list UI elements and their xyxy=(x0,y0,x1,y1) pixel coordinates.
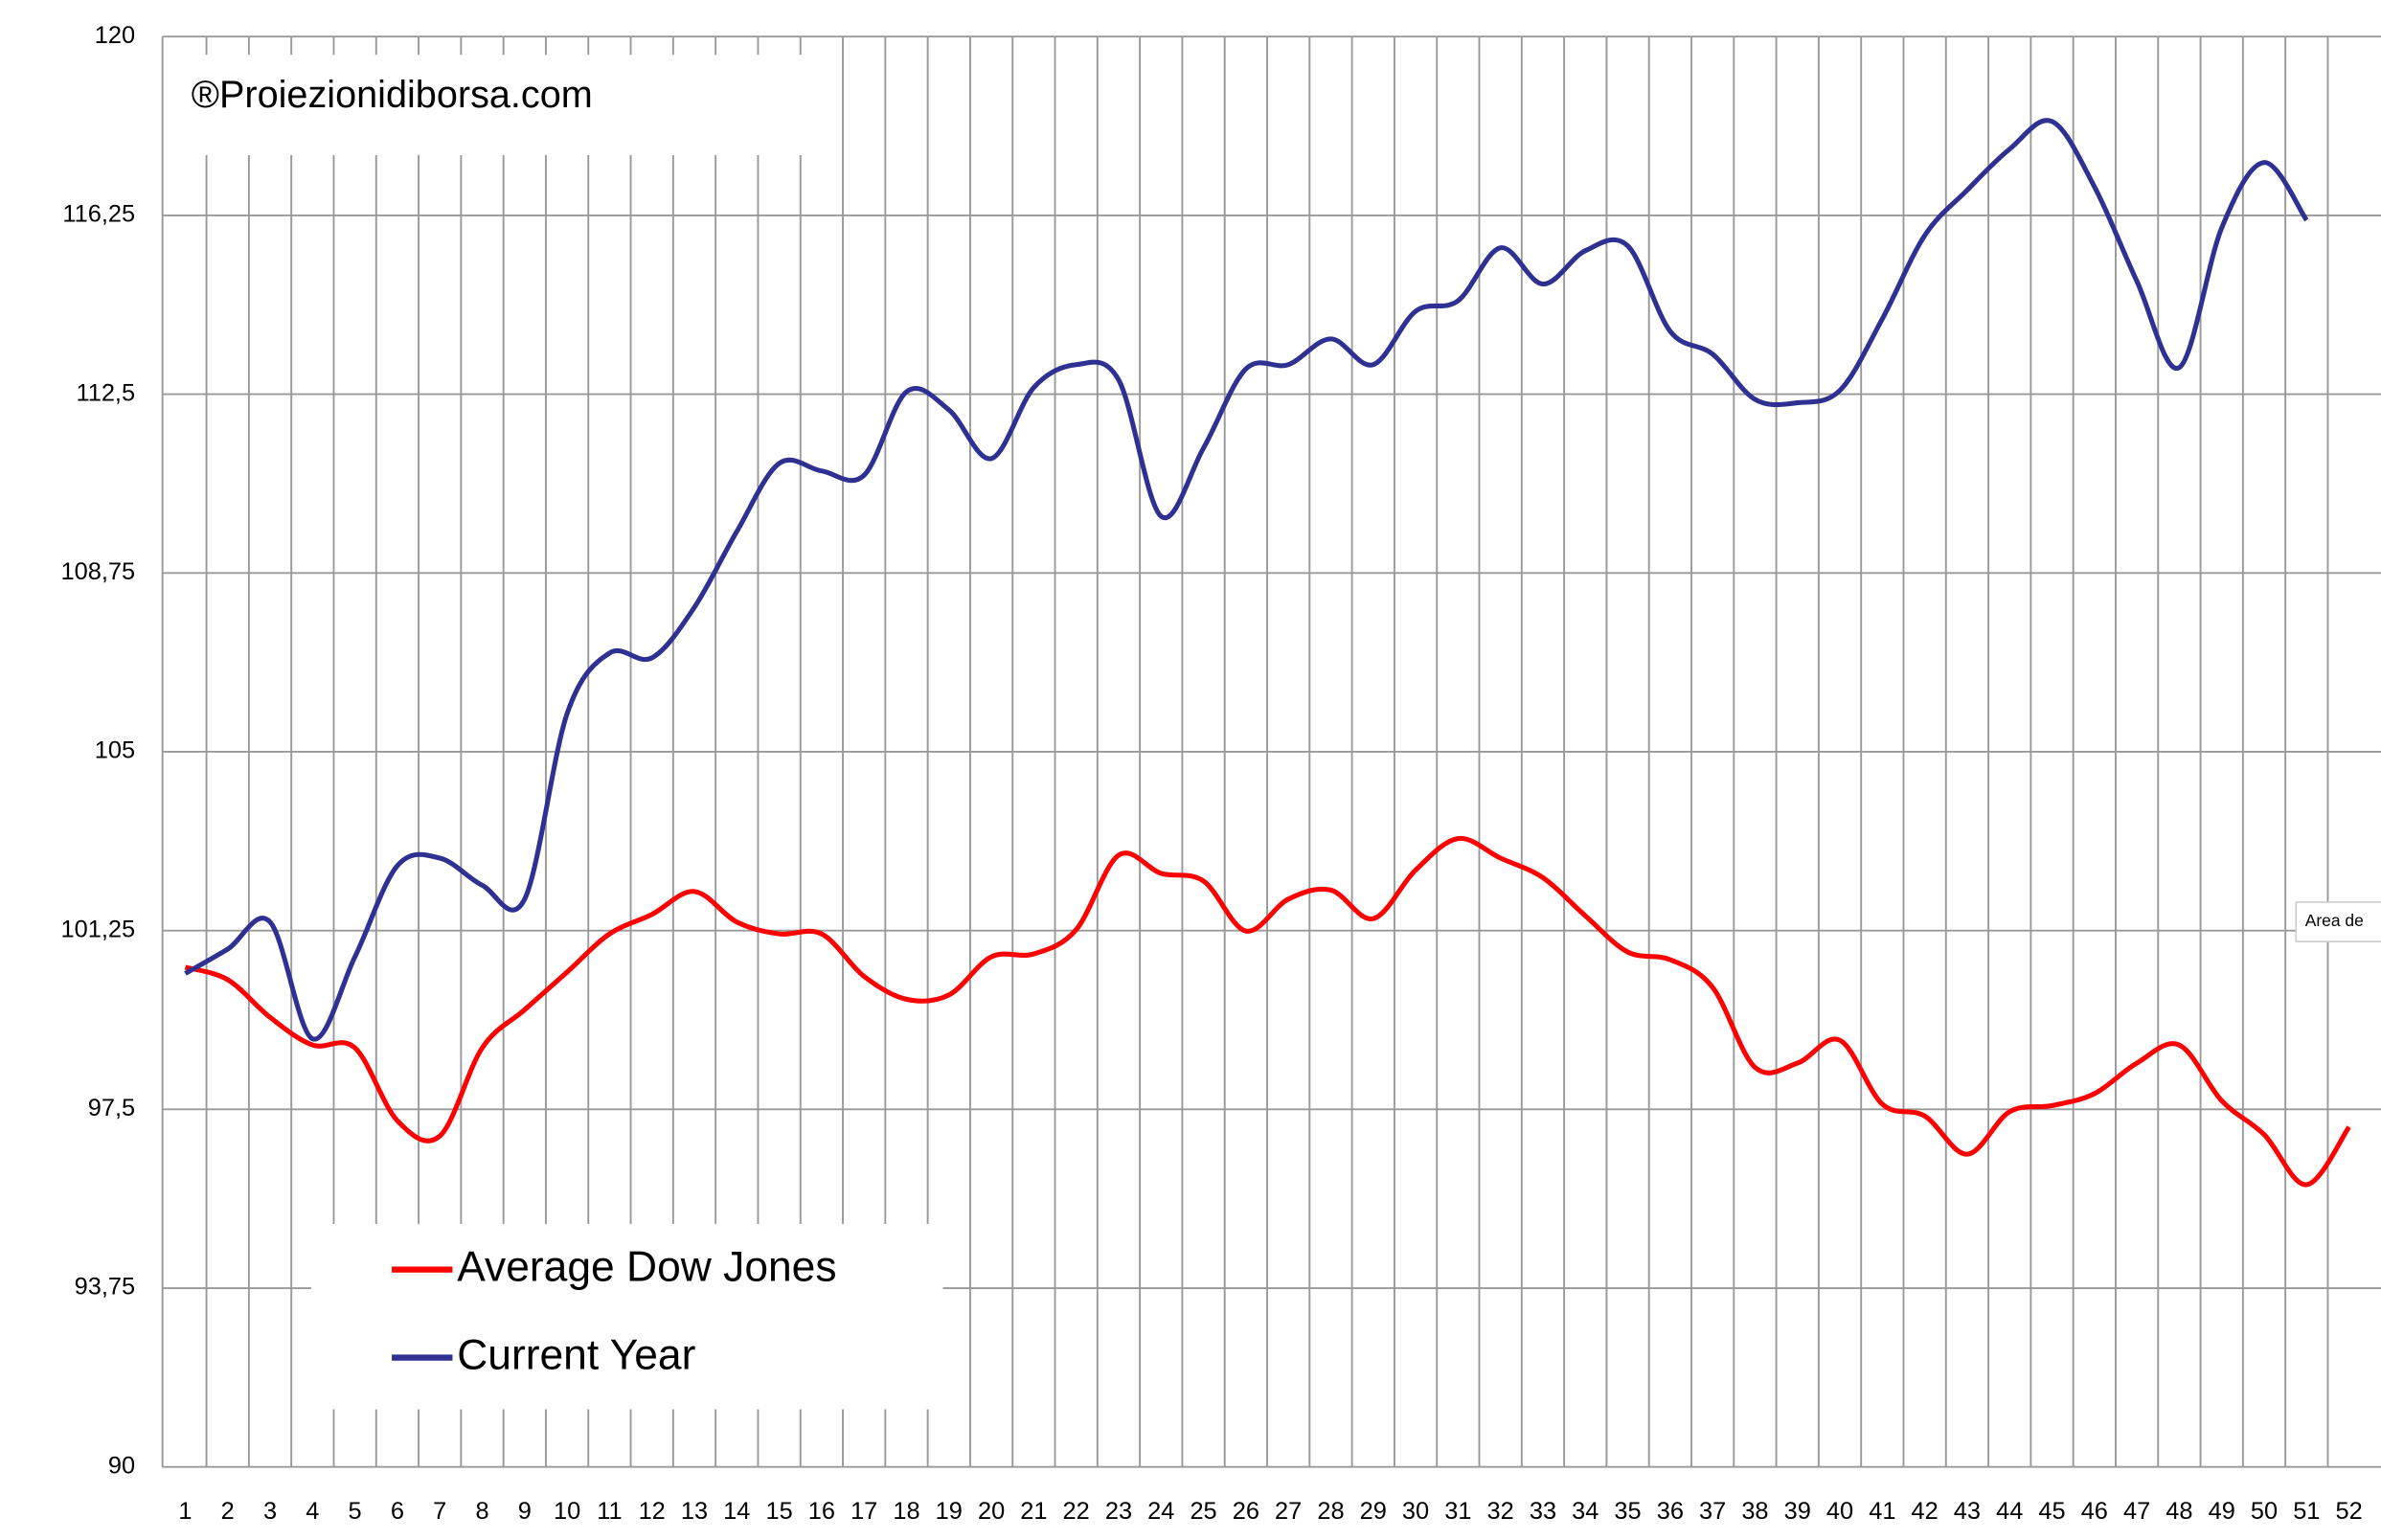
x-tick-label: 35 xyxy=(1614,1498,1641,1525)
tooltip: Area de xyxy=(2305,911,2364,930)
x-tick-label: 24 xyxy=(1147,1498,1174,1525)
x-tick-label: 28 xyxy=(1317,1498,1344,1525)
x-tick-label: 4 xyxy=(306,1498,319,1525)
x-tick-label: 30 xyxy=(1402,1498,1429,1525)
x-tick-label: 32 xyxy=(1487,1498,1514,1525)
x-tick-label: 6 xyxy=(391,1498,404,1525)
y-tick-label: 101,25 xyxy=(61,916,136,942)
x-tick-label: 8 xyxy=(475,1498,488,1525)
x-tick-label: 16 xyxy=(808,1498,835,1525)
x-tick-label: 39 xyxy=(1784,1498,1811,1525)
x-tick-label: 45 xyxy=(2038,1498,2065,1525)
series-line xyxy=(184,118,2309,1042)
legend-label: Average Dow Jones xyxy=(457,1243,836,1290)
x-tick-label: 20 xyxy=(978,1498,1005,1525)
x-tick-label: 46 xyxy=(2081,1498,2108,1525)
y-tick-label: 90 xyxy=(108,1452,135,1479)
x-tick-label: 11 xyxy=(597,1498,622,1525)
x-tick-label: 42 xyxy=(1912,1498,1939,1525)
x-tick-label: 41 xyxy=(1869,1498,1895,1525)
legend-label: Current Year xyxy=(457,1331,695,1378)
y-tick-label: 105 xyxy=(95,737,135,764)
x-tick-label: 31 xyxy=(1444,1498,1471,1525)
x-tick-label: 33 xyxy=(1530,1498,1556,1525)
x-tick-label: 1 xyxy=(178,1498,192,1525)
y-tick-label: 116,25 xyxy=(62,201,135,228)
x-tick-label: 27 xyxy=(1275,1498,1302,1525)
x-tick-label: 38 xyxy=(1741,1498,1768,1525)
x-tick-label: 40 xyxy=(1826,1498,1853,1525)
x-tick-label: 52 xyxy=(2336,1498,2363,1525)
x-tick-label: 23 xyxy=(1105,1498,1132,1525)
watermark: ®Proiezionidiborsa.com xyxy=(192,74,593,116)
x-tick-label: 49 xyxy=(2209,1498,2235,1525)
x-tick-label: 29 xyxy=(1360,1498,1387,1525)
x-tick-label: 3 xyxy=(263,1498,277,1525)
x-tick-label: 12 xyxy=(639,1498,666,1525)
x-tick-label: 9 xyxy=(518,1498,532,1525)
x-tick-label: 36 xyxy=(1657,1498,1684,1525)
x-tick-label: 22 xyxy=(1063,1498,1090,1525)
legend-box xyxy=(311,1224,943,1410)
x-tick-label: 15 xyxy=(765,1498,792,1525)
x-tick-label: 10 xyxy=(554,1498,580,1525)
x-tick-label: 48 xyxy=(2166,1498,2192,1525)
y-tick-label: 108,75 xyxy=(61,558,136,585)
x-tick-label: 44 xyxy=(1996,1498,2023,1525)
x-tick-label: 47 xyxy=(2123,1498,2150,1525)
x-tick-label: 51 xyxy=(2293,1498,2320,1525)
y-tick-label: 120 xyxy=(95,22,135,49)
lines xyxy=(184,118,2351,1188)
x-tick-label: 21 xyxy=(1020,1498,1047,1525)
tooltip-box xyxy=(2295,901,2381,942)
y-tick-label: 93,75 xyxy=(75,1274,135,1301)
y-tick-label: 97,5 xyxy=(88,1095,135,1121)
x-tick-label: 5 xyxy=(349,1498,362,1525)
x-tick-label: 25 xyxy=(1190,1498,1216,1525)
legend: Average Dow Jones Current Year xyxy=(392,1243,837,1378)
x-tick-label: 7 xyxy=(433,1498,446,1525)
y-tick-label: 112,5 xyxy=(77,379,136,406)
series-line xyxy=(184,836,2351,1188)
watermark-box xyxy=(182,55,805,155)
x-tick-label: 50 xyxy=(2251,1498,2278,1525)
x-tick-label: 43 xyxy=(1954,1498,1981,1525)
x-tick-label: 17 xyxy=(850,1498,877,1525)
x-tick-label: 34 xyxy=(1572,1498,1599,1525)
x-tick-label: 14 xyxy=(723,1498,750,1525)
x-tick-label: 19 xyxy=(936,1498,963,1525)
x-tick-label: 26 xyxy=(1233,1498,1259,1525)
x-tick-label: 2 xyxy=(221,1498,235,1525)
x-tick-label: 18 xyxy=(893,1498,919,1525)
x-tick-label: 13 xyxy=(681,1498,708,1525)
x-tick-label: 37 xyxy=(1699,1498,1726,1525)
